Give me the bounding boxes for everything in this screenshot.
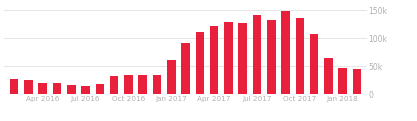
Bar — [281, 11, 290, 94]
Bar — [310, 34, 319, 94]
Bar — [353, 69, 361, 94]
Bar — [10, 79, 18, 94]
Bar — [67, 85, 75, 94]
Bar — [38, 83, 47, 94]
Bar — [196, 32, 204, 94]
Bar — [181, 43, 190, 94]
Bar — [138, 75, 147, 94]
Bar — [53, 83, 61, 94]
Bar — [24, 80, 33, 94]
Bar — [110, 76, 118, 94]
Bar — [224, 22, 233, 94]
Bar — [253, 15, 261, 94]
Bar — [81, 86, 90, 94]
Bar — [210, 26, 219, 94]
Bar — [239, 23, 247, 94]
Bar — [167, 60, 176, 94]
Bar — [267, 20, 276, 94]
Bar — [153, 75, 161, 94]
Bar — [324, 58, 333, 94]
Bar — [124, 75, 133, 94]
Bar — [296, 18, 304, 94]
Bar — [95, 84, 104, 94]
Bar — [338, 68, 347, 94]
